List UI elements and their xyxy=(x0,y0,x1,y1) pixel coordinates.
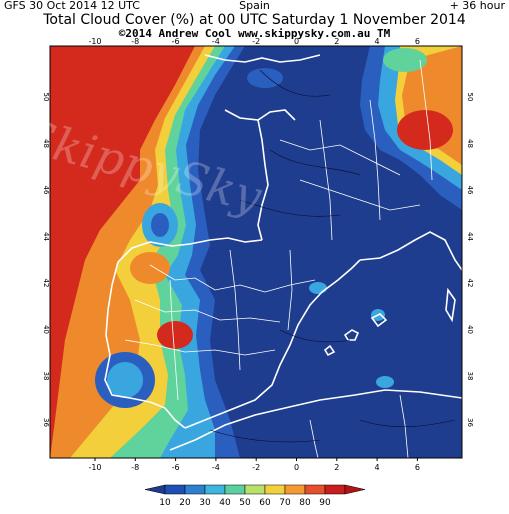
lon-tick-label-bottom: -8 xyxy=(131,463,139,472)
lat-tick-label-left: 48 xyxy=(42,139,50,148)
lon-tick-label-bottom: 4 xyxy=(375,463,380,472)
colorbar-label: 50 xyxy=(239,498,251,508)
coastlines xyxy=(104,54,462,451)
cloud-max-portugal xyxy=(157,321,193,349)
lat-tick-label-right: 38 xyxy=(466,372,474,381)
credit-line: ©2014 Andrew Cool www.skippysky.com.au T… xyxy=(118,27,391,40)
lon-tick-label-top: 4 xyxy=(375,37,380,46)
cloud-hole-biscay-inner xyxy=(151,213,169,237)
colorbar-segment xyxy=(224,484,246,495)
cloud-band-red xyxy=(50,46,195,458)
lat-tick-label-right: 46 xyxy=(466,186,474,195)
lon-tick-label-top: 6 xyxy=(415,37,420,46)
cloud-patch-top-right xyxy=(383,48,427,72)
lon-tick-label-top: -4 xyxy=(212,37,220,46)
region-label: Spain xyxy=(239,0,270,12)
colorbar-segment xyxy=(264,484,286,495)
colorbar-segment xyxy=(324,484,346,495)
colorbar-label: 40 xyxy=(219,498,231,508)
model-run-label: GFS 30 Oct 2014 12 UTC xyxy=(4,0,140,12)
lon-tick-label-bottom: -4 xyxy=(212,463,220,472)
lat-tick-label-left: 50 xyxy=(42,93,50,102)
cloud-patch-algeria xyxy=(376,376,394,388)
colorbar-label: 70 xyxy=(279,498,291,508)
lon-tick-label-top: 0 xyxy=(294,37,299,46)
contour-lines xyxy=(209,69,456,443)
lon-tick-label-top: -8 xyxy=(131,37,139,46)
lat-tick-label-left: 42 xyxy=(42,279,50,288)
cloud-patch-cataluna xyxy=(309,282,327,294)
lon-tick-label-top: -6 xyxy=(172,37,180,46)
colorbar-segment xyxy=(184,484,206,495)
lon-tick-label-bottom: 2 xyxy=(334,463,339,472)
lon-tick-label-bottom: 6 xyxy=(415,463,420,472)
lat-tick-label-left: 38 xyxy=(42,372,50,381)
map-field xyxy=(50,46,462,458)
lat-tick-label-right: 48 xyxy=(466,139,474,148)
colorbar-label: 90 xyxy=(319,498,331,508)
colorbar xyxy=(144,484,366,495)
colorbar-segment xyxy=(144,484,166,495)
colorbar-segment xyxy=(304,484,326,495)
ne-cloud-red xyxy=(397,110,453,150)
lat-tick-label-left: 40 xyxy=(42,325,50,334)
lat-tick-label-right: 42 xyxy=(466,279,474,288)
forecast-hour-label: + 36 hour xyxy=(449,0,505,12)
lat-tick-label-right: 44 xyxy=(466,232,474,241)
colorbar-label: 60 xyxy=(259,498,271,508)
lat-tick-label-left: 36 xyxy=(42,418,50,427)
colorbar-segment xyxy=(344,484,366,495)
lat-tick-label-right: 40 xyxy=(466,325,474,334)
lat-tick-label-left: 44 xyxy=(42,232,50,241)
colorbar-segment xyxy=(244,484,266,495)
cloud-patch-top xyxy=(247,68,283,88)
borders xyxy=(124,59,433,458)
lon-tick-label-top: -2 xyxy=(252,37,260,46)
lat-tick-label-left: 46 xyxy=(42,186,50,195)
cloud-low-west-inner xyxy=(107,362,143,398)
cloud-max-galicia xyxy=(130,252,170,284)
lat-tick-label-right: 36 xyxy=(466,418,474,427)
colorbar-label: 80 xyxy=(299,498,311,508)
colorbar-segment xyxy=(284,484,306,495)
colorbar-label: 10 xyxy=(159,498,171,508)
colorbar-label: 20 xyxy=(179,498,191,508)
lon-tick-label-bottom: -10 xyxy=(88,463,101,472)
lat-tick-label-right: 50 xyxy=(466,93,474,102)
lon-tick-label-bottom: -2 xyxy=(252,463,260,472)
colorbar-label: 30 xyxy=(199,498,211,508)
lon-tick-label-top: -10 xyxy=(88,37,101,46)
map-title: Total Cloud Cover (%) at 00 UTC Saturday… xyxy=(43,12,466,28)
colorbar-segment xyxy=(164,484,186,495)
lon-tick-label-top: 2 xyxy=(334,37,339,46)
lon-tick-label-bottom: 0 xyxy=(294,463,299,472)
colorbar-segment xyxy=(204,484,226,495)
lon-tick-label-bottom: -6 xyxy=(172,463,180,472)
axis-ticks: -10-10-8-8-6-6-4-4-2-2002244665048464442… xyxy=(42,37,474,472)
